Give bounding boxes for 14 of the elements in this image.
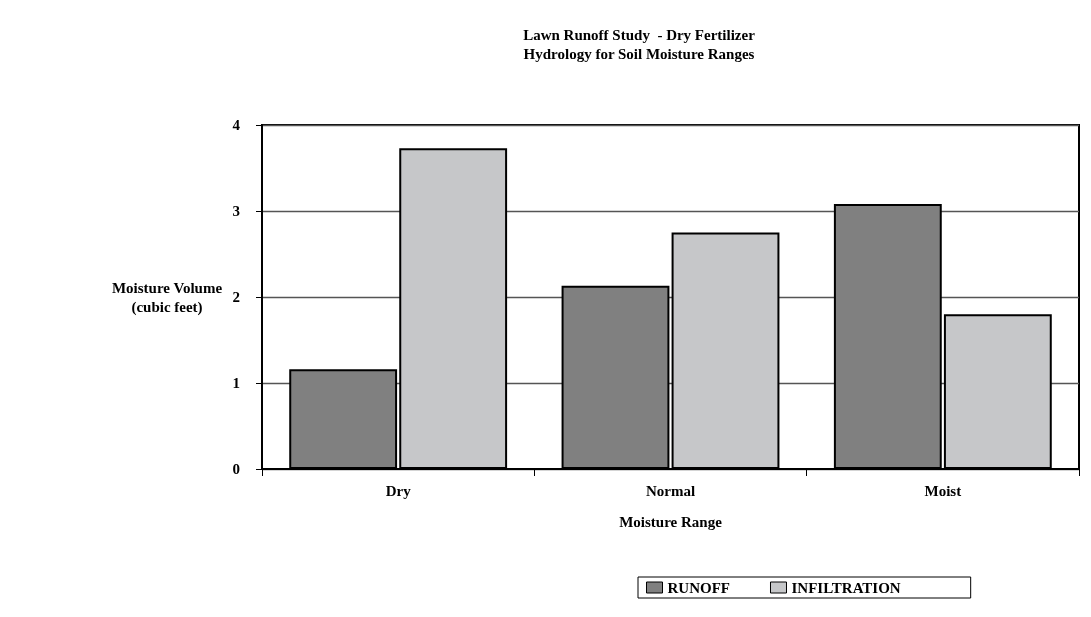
y-tick-label: 2: [232, 289, 240, 305]
x-tick-label: Normal: [645, 482, 696, 499]
chart-title: Lawn Runoff Study - Dry Fertilizer: [523, 26, 756, 43]
y-axis-title: Moisture Volume (cubic feet): [111, 279, 223, 316]
legend-label: INFILTRATION: [791, 579, 901, 596]
x-axis-title: Moisture Range: [619, 513, 723, 530]
legend-label: RUNOFF: [667, 579, 730, 596]
x-tick-label: Dry: [385, 482, 412, 499]
x-tick-label: Moist: [924, 482, 962, 499]
y-tick-label: 4: [232, 117, 241, 133]
y-tick-label: 3: [232, 203, 240, 219]
y-tick-label: 0: [232, 461, 240, 477]
y-tick-label: 1: [232, 375, 240, 391]
chart-subtitle: Hydrology for Soil Moisture Ranges: [523, 45, 755, 62]
